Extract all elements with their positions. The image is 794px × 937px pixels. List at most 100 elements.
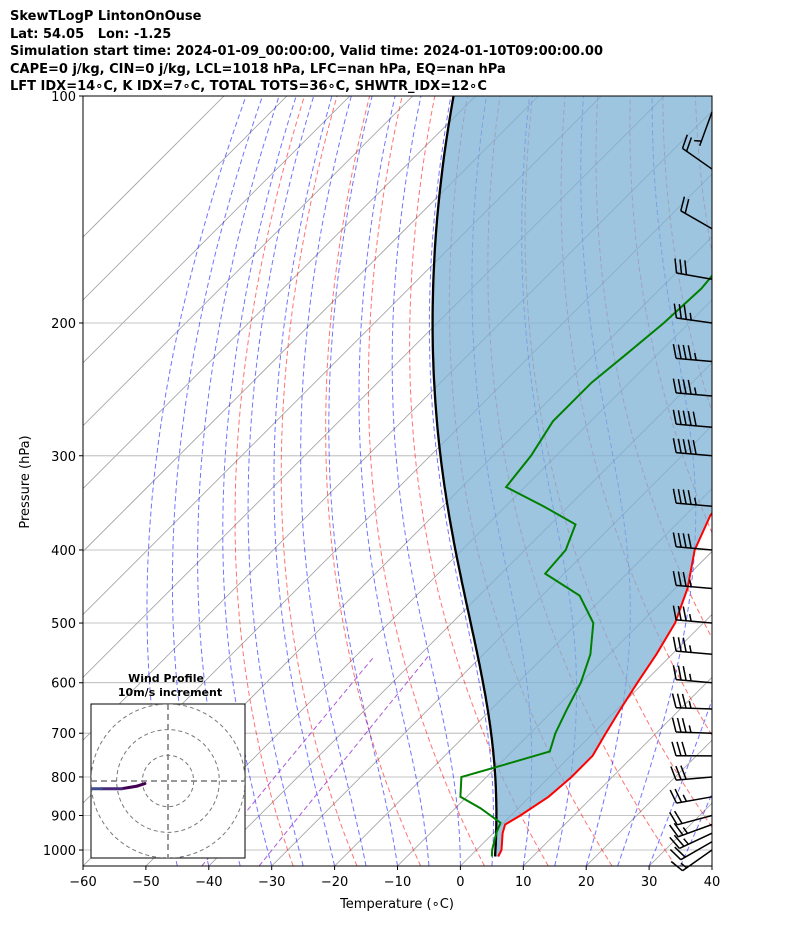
wind-barb-staff xyxy=(676,584,713,590)
wind-barb-flag xyxy=(677,344,682,360)
wind-barb-flag xyxy=(671,741,677,757)
wind-barb-flag xyxy=(682,489,687,505)
y-tick-label: 800 xyxy=(51,771,76,786)
moist-adiabat xyxy=(222,96,297,866)
wind-profile-inset: Wind Profile 10m/s increment xyxy=(45,672,246,859)
wind-barb-half-flag xyxy=(688,613,692,622)
wind-barb-flag xyxy=(670,860,683,872)
wind-barb-staff xyxy=(676,357,713,363)
wind-barb-flag xyxy=(672,409,677,425)
wind-barb-flag xyxy=(682,533,687,548)
wind-barb-flag xyxy=(676,717,682,733)
wind-barb xyxy=(672,343,713,363)
temperature-line xyxy=(497,511,712,857)
wind-barb-flag xyxy=(669,849,682,861)
hodograph-trace-segment xyxy=(45,781,48,784)
x-tick-label: −50 xyxy=(132,875,159,890)
y-tick-label: 400 xyxy=(51,544,76,559)
moist-adiabat xyxy=(171,96,263,866)
x-tick-label: −20 xyxy=(321,875,348,890)
wind-barb-flag xyxy=(669,812,678,826)
wind-barb-flag xyxy=(673,822,684,836)
parcel-path-line xyxy=(431,96,498,857)
wind-barb-half-flag xyxy=(694,139,702,142)
x-tick-label: −40 xyxy=(195,875,222,890)
wind-barb xyxy=(672,665,713,684)
wind-barb-flag xyxy=(683,304,688,320)
y-tick-label: 600 xyxy=(51,677,76,692)
wind-barb-flag xyxy=(677,489,682,504)
y-tick-label: 300 xyxy=(51,450,76,465)
isotherm-line xyxy=(83,96,351,364)
wind-barb-flag xyxy=(692,411,697,427)
wind-barb-flag xyxy=(677,605,682,621)
wind-barb-flag xyxy=(673,810,683,824)
x-tick-label: −10 xyxy=(384,875,411,890)
axes: −60 −50 −40 −30 −20 −10 0 10 20 30 40 1000 900 800 700… xyxy=(43,90,720,890)
wind-barb-flag xyxy=(681,693,687,709)
wind-barb-flag xyxy=(687,345,692,360)
moist-adiabat xyxy=(247,96,315,866)
wind-barb-flag xyxy=(674,788,683,803)
wind-barb-staff xyxy=(677,823,713,838)
wind-barb-half-flag xyxy=(693,387,697,395)
wind-barb-staff xyxy=(676,502,713,507)
wind-barb-staff xyxy=(677,814,713,826)
wind-barb xyxy=(672,488,713,507)
wind-barb-flag xyxy=(668,824,679,838)
wind-barb-flag xyxy=(684,260,688,275)
x-tick-label: 20 xyxy=(578,875,595,890)
wind-barb-staff xyxy=(682,849,713,872)
x-tick-label: 10 xyxy=(515,875,532,890)
wind-barb-flag xyxy=(672,343,677,359)
wind-barb-staff xyxy=(676,317,713,324)
x-axis-title: Temperature (∘C) xyxy=(339,897,454,912)
wind-barb-half-flag xyxy=(682,827,689,834)
wind-barb-flag xyxy=(670,766,677,781)
cin-shading xyxy=(432,96,712,857)
wind-barb-flag xyxy=(687,489,692,505)
wind-barb-staff xyxy=(680,841,713,861)
wind-barb-flag xyxy=(669,836,680,849)
wind-barb-flag xyxy=(671,693,677,708)
hodograph xyxy=(45,704,245,858)
wind-barb-flag xyxy=(672,570,677,586)
wind-barb-flag xyxy=(672,438,677,453)
moist-adiabat xyxy=(273,96,336,866)
moist-adiabat xyxy=(391,96,461,866)
wind-barb-staff xyxy=(675,731,713,734)
wind-barb-flag xyxy=(677,571,682,586)
location-line: Lat: 54.05 Lon: -1.25 xyxy=(10,26,172,42)
wind-barb-staff xyxy=(676,392,713,397)
wind-barb xyxy=(681,134,713,170)
wind-barb-flag xyxy=(675,765,682,780)
wind-barb-flag xyxy=(680,196,686,211)
wind-barb-flag xyxy=(676,741,682,757)
wind-barb-half-flag xyxy=(693,352,697,361)
wind-barb-staff xyxy=(676,650,713,655)
wind-barb-flag xyxy=(669,789,678,804)
y-tick-label: 100 xyxy=(51,90,76,105)
wind-barb-staff xyxy=(676,619,713,624)
wind-barb xyxy=(673,303,713,324)
wind-barb-flag xyxy=(692,439,697,455)
dry-adiabat xyxy=(728,96,794,866)
wind-barb-flag xyxy=(682,666,687,681)
wind-barb-flag xyxy=(673,303,678,319)
wind-barb-flag xyxy=(677,532,682,548)
wind-barb-flag xyxy=(680,765,687,780)
moist-adiabat xyxy=(300,96,367,866)
y-tick-label: 900 xyxy=(51,810,76,825)
wind-barb xyxy=(672,438,713,457)
wind-barb-staff xyxy=(698,111,713,147)
x-tick-label: 30 xyxy=(641,875,658,890)
chart-title: SkewTLogP LintonOnOuse xyxy=(10,9,202,24)
y-axis-title: Pressure (hPa) xyxy=(18,435,33,528)
wind-barb xyxy=(670,849,713,872)
wind-barb-flag xyxy=(672,378,677,394)
wind-barb-flag xyxy=(674,846,686,858)
wind-barb xyxy=(672,409,713,429)
wind-barb-staff xyxy=(676,546,713,551)
wind-barb-flag xyxy=(684,199,690,214)
wind-barb-flag xyxy=(677,410,682,425)
